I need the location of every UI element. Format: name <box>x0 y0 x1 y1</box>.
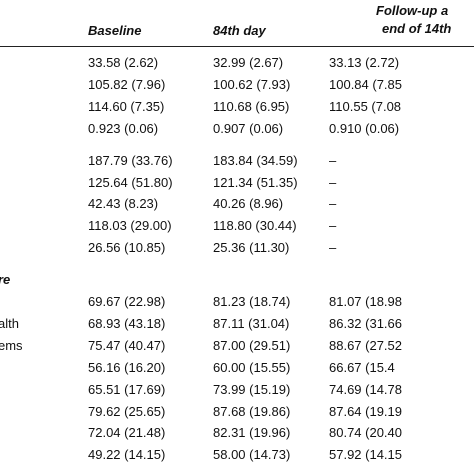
cell: – <box>329 174 337 190</box>
cell: – <box>329 218 337 234</box>
cell: 82.31 (19.96) <box>213 425 291 441</box>
cell: 32.99 (2.67) <box>213 55 284 70</box>
cell: 118.80 (30.44) <box>213 218 297 234</box>
cell: 105.82 (7.96) <box>88 76 166 92</box>
cell: 125.64 (51.80) <box>88 174 173 190</box>
cell: – <box>329 196 337 212</box>
cell: 65.51 (17.69) <box>88 381 166 397</box>
cell: 0.923 (0.06) <box>88 120 159 136</box>
header-cell: end of 14th <box>382 21 452 36</box>
cell: 100.62 (7.93) <box>213 76 291 92</box>
header-cell: Follow-up a <box>376 3 449 18</box>
cell: 57.92 (14.15 <box>329 447 403 463</box>
cell: 42.43 (8.23) <box>88 196 159 212</box>
cell: 114.60 (7.35) <box>88 98 165 114</box>
cell: 121.34 (51.35) <box>213 174 298 190</box>
cell: 87.00 (29.51) <box>213 337 291 353</box>
cell: 187.79 (33.76) <box>88 152 173 168</box>
cell: 40.26 (8.96) <box>213 196 284 212</box>
cell: 110.55 (7.08 <box>329 98 402 114</box>
cell: 81.23 (18.74) <box>213 294 291 309</box>
cell: 118.03 (29.00) <box>88 218 172 234</box>
cell: 56.16 (16.20) <box>88 359 166 375</box>
header-rule <box>0 46 474 47</box>
cell: 87.11 (31.04) <box>213 315 290 331</box>
cell: 74.69 (14.78 <box>329 381 403 397</box>
cell: 60.00 (15.55) <box>213 359 291 375</box>
cell: 110.68 (6.95) <box>213 98 290 114</box>
row-label: ems <box>0 337 23 353</box>
cell: 68.93 (43.18) <box>88 315 166 331</box>
cell: 80.74 (20.40 <box>329 425 403 441</box>
cell: 72.04 (21.48) <box>88 425 166 441</box>
cell: – <box>329 152 337 168</box>
cell: 87.68 (19.86) <box>213 403 291 419</box>
row-label: alth <box>0 315 19 331</box>
cell: 58.00 (14.73) <box>213 447 291 463</box>
cell: 26.56 (10.85) <box>88 240 166 256</box>
cell: 0.907 (0.06) <box>213 120 284 136</box>
cell: 100.84 (7.85 <box>329 76 403 92</box>
cell: 183.84 (34.59) <box>213 152 298 168</box>
header-cell: 84th day <box>213 23 266 38</box>
cell: 73.99 (15.19) <box>213 381 291 397</box>
cell: 75.47 (40.47) <box>88 337 166 353</box>
header-cell: Baseline <box>88 23 142 38</box>
cell: 25.36 (11.30) <box>213 240 290 256</box>
cell: 49.22 (14.15) <box>88 447 166 463</box>
cell: 81.07 (18.98 <box>329 294 403 309</box>
cell: 33.13 (2.72) <box>329 55 400 70</box>
cell: 69.67 (22.98) <box>88 294 166 309</box>
section-label: re <box>0 272 11 288</box>
cell: – <box>329 240 337 256</box>
cell: 87.64 (19.19 <box>329 403 403 419</box>
cell: 88.67 (27.52 <box>329 337 403 353</box>
cell: 79.62 (25.65) <box>88 403 166 419</box>
cell: 33.58 (2.62) <box>88 55 159 70</box>
cell: 0.910 (0.06) <box>329 120 400 136</box>
cell: 66.67 (15.4 <box>329 359 395 375</box>
cell: 86.32 (31.66 <box>329 315 403 331</box>
